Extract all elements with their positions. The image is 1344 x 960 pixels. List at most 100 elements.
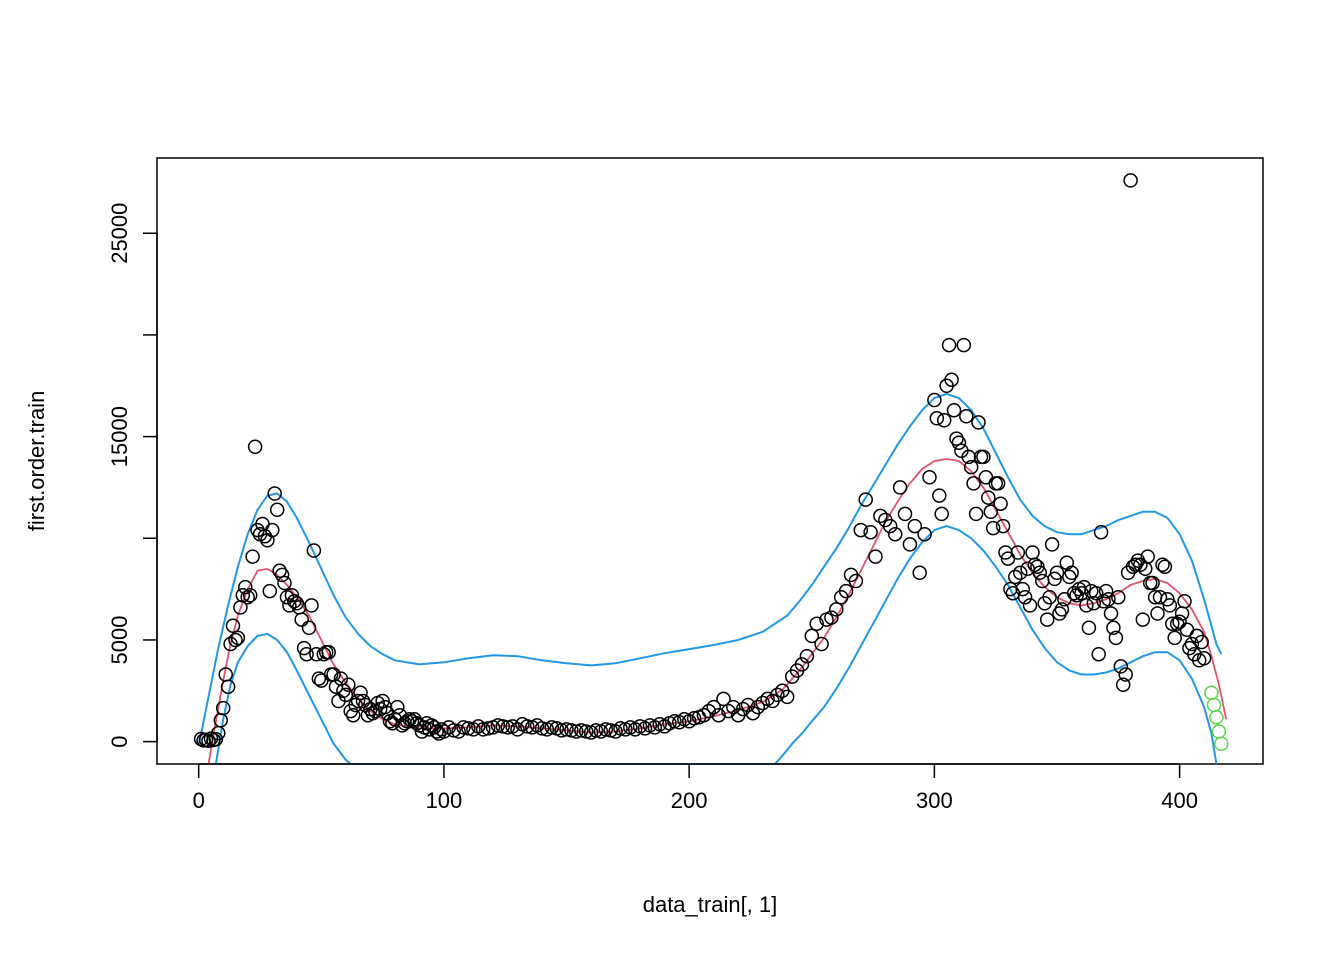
data-point <box>1032 565 1048 581</box>
data-point <box>225 618 241 633</box>
data-point <box>272 563 287 579</box>
data-point <box>995 518 1011 534</box>
data-point <box>868 549 883 564</box>
data-point <box>971 415 986 430</box>
data-point <box>929 411 945 426</box>
data-point <box>912 565 927 581</box>
data-point <box>1079 598 1094 613</box>
lower-confidence-line <box>214 525 1218 764</box>
data-point <box>238 579 253 595</box>
x-tick-label: 400 <box>1161 788 1198 813</box>
data-point <box>215 700 231 716</box>
data-point <box>799 648 815 664</box>
data-point <box>208 731 224 747</box>
data-point <box>686 710 702 726</box>
data-point <box>228 632 243 648</box>
x-tick-label: 100 <box>426 788 463 813</box>
data-point <box>716 691 731 707</box>
y-tick-label: 0 <box>107 735 132 747</box>
confidence-band-layer <box>197 392 1223 764</box>
data-point <box>480 721 496 736</box>
data-point <box>1113 659 1129 674</box>
data-point <box>1025 545 1040 560</box>
data-point <box>510 722 525 737</box>
data-point <box>882 518 898 534</box>
data-point <box>564 723 579 738</box>
data-point <box>490 718 506 733</box>
data-point <box>1162 598 1178 613</box>
data-point <box>726 699 741 715</box>
data-point <box>569 724 584 739</box>
data-point <box>321 644 336 660</box>
data-point <box>779 689 795 705</box>
data-point <box>1145 575 1160 591</box>
data-point <box>983 504 999 520</box>
data-point <box>613 721 628 736</box>
data-point <box>1103 606 1119 621</box>
data-point <box>1081 620 1097 636</box>
data-point <box>1054 602 1070 617</box>
data-point <box>968 506 984 522</box>
data-point <box>534 721 550 736</box>
data-point <box>397 716 412 731</box>
data-point <box>985 520 1001 536</box>
forecast-point <box>1209 709 1224 725</box>
data-point <box>804 628 820 644</box>
data-point <box>1177 594 1192 609</box>
data-point <box>873 508 888 524</box>
data-point <box>598 722 614 737</box>
data-point <box>755 695 770 711</box>
data-point <box>809 616 824 631</box>
data-point <box>1179 622 1195 638</box>
data-point <box>1086 596 1102 611</box>
data-point <box>495 719 511 734</box>
upper-confidence-line <box>197 392 1223 746</box>
data-point <box>1093 524 1109 540</box>
forecast-point <box>1211 724 1227 739</box>
data-point <box>848 573 864 589</box>
data-point <box>946 402 962 418</box>
data-point <box>978 470 994 485</box>
data-point <box>814 636 829 652</box>
data-point <box>1017 589 1033 605</box>
data-point <box>1022 598 1038 613</box>
data-point <box>770 687 785 703</box>
forecast-point <box>1206 697 1222 713</box>
data-point <box>829 602 844 617</box>
data-point <box>1157 559 1173 574</box>
data-point <box>667 714 682 729</box>
x-axis: 0 100 200 300 400 <box>193 763 1198 813</box>
data-point <box>451 724 466 739</box>
data-point <box>1160 592 1175 607</box>
data-point <box>706 699 721 715</box>
data-point <box>350 693 366 709</box>
data-point <box>355 693 371 709</box>
x-tick-label: 200 <box>671 788 708 813</box>
data-point <box>858 492 873 507</box>
data-point <box>1184 636 1200 652</box>
forecast-point <box>1214 736 1229 751</box>
data-point <box>1030 559 1045 574</box>
data-point <box>922 470 937 485</box>
data-point <box>902 537 918 552</box>
data-point <box>981 490 996 505</box>
data-point <box>203 731 219 746</box>
data-point <box>1152 589 1168 605</box>
data-point <box>588 723 604 738</box>
data-point <box>976 449 991 465</box>
forecast-point <box>1204 685 1219 701</box>
y-axis: 0 5000 15000 25000 <box>107 203 158 748</box>
data-point <box>299 646 314 662</box>
data-point <box>1135 612 1151 627</box>
x-tick-label: 0 <box>193 788 205 813</box>
data-point <box>544 720 560 735</box>
data-point <box>377 699 393 715</box>
y-tick-label: 5000 <box>107 616 132 665</box>
data-point <box>245 549 260 564</box>
data-point <box>1098 583 1114 599</box>
data-point <box>1064 565 1079 581</box>
data-point <box>475 722 491 737</box>
data-point <box>750 699 766 715</box>
data-point <box>934 506 949 522</box>
data-point <box>990 476 1006 491</box>
